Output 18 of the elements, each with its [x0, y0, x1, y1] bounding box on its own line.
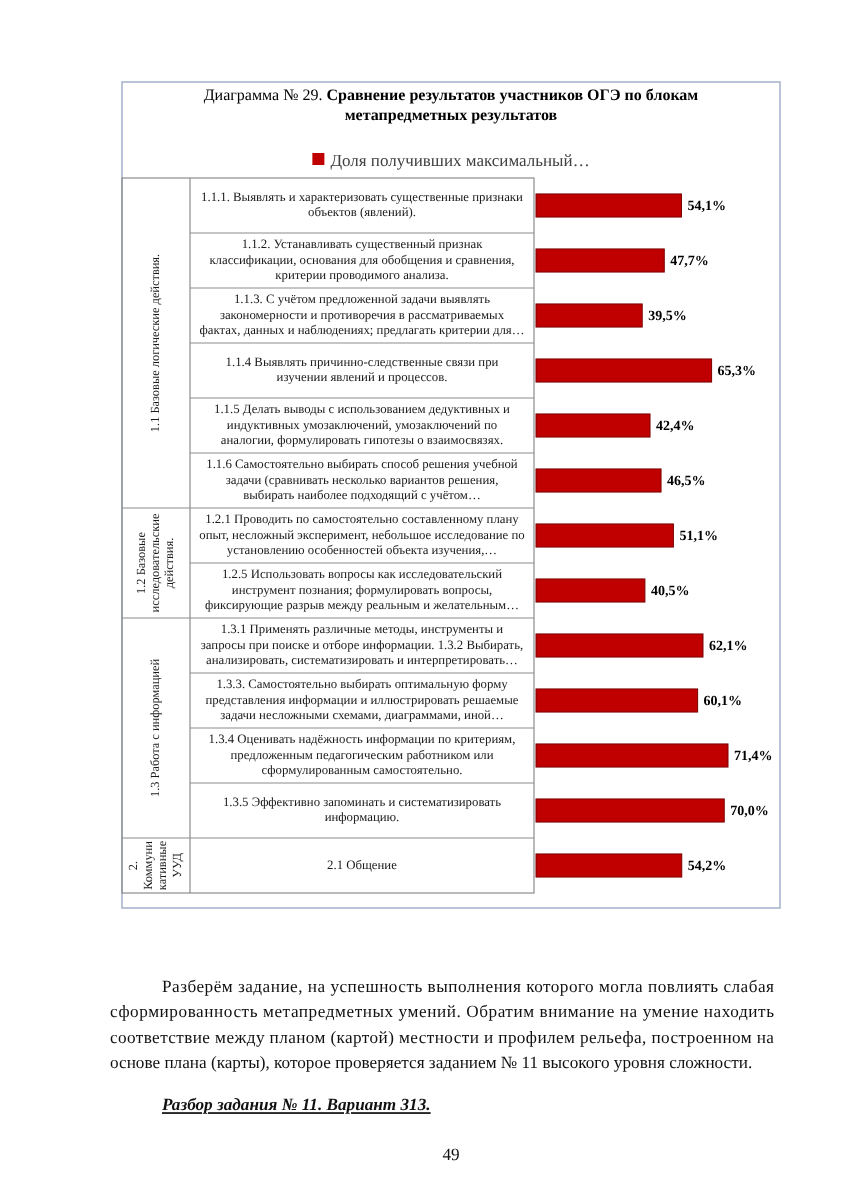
bar [535, 303, 643, 328]
text: Разбор задания № 11. Вариант 313. [162, 1094, 431, 1115]
chart-title: Диаграмма № 29. Сравнение результатов участников ОГЭ по блокам метапредметных результатов [203, 86, 700, 124]
bar [535, 688, 699, 713]
bar [535, 358, 713, 383]
bar [535, 743, 729, 768]
bar [535, 633, 704, 658]
text: 49 [442, 1144, 460, 1164]
bar [535, 798, 725, 823]
bar [535, 193, 682, 218]
bar [535, 248, 665, 273]
text: Разберём задание, на успешность выполнения которого могла повлиять слабая сформированность метапредметных умений. Обратим внимание на умение находить соответствие между планом (картой) местности и профилем рельефа, построенном на основе плана (карты), которое проверяется заданием № 11 высокого уровня сложности. [110, 976, 775, 1073]
bar [535, 413, 651, 438]
legend-label: Доля получивших максимальный… [330, 150, 590, 170]
bar [535, 523, 674, 548]
bar [535, 578, 646, 603]
bar [535, 853, 683, 878]
bar [535, 468, 662, 493]
